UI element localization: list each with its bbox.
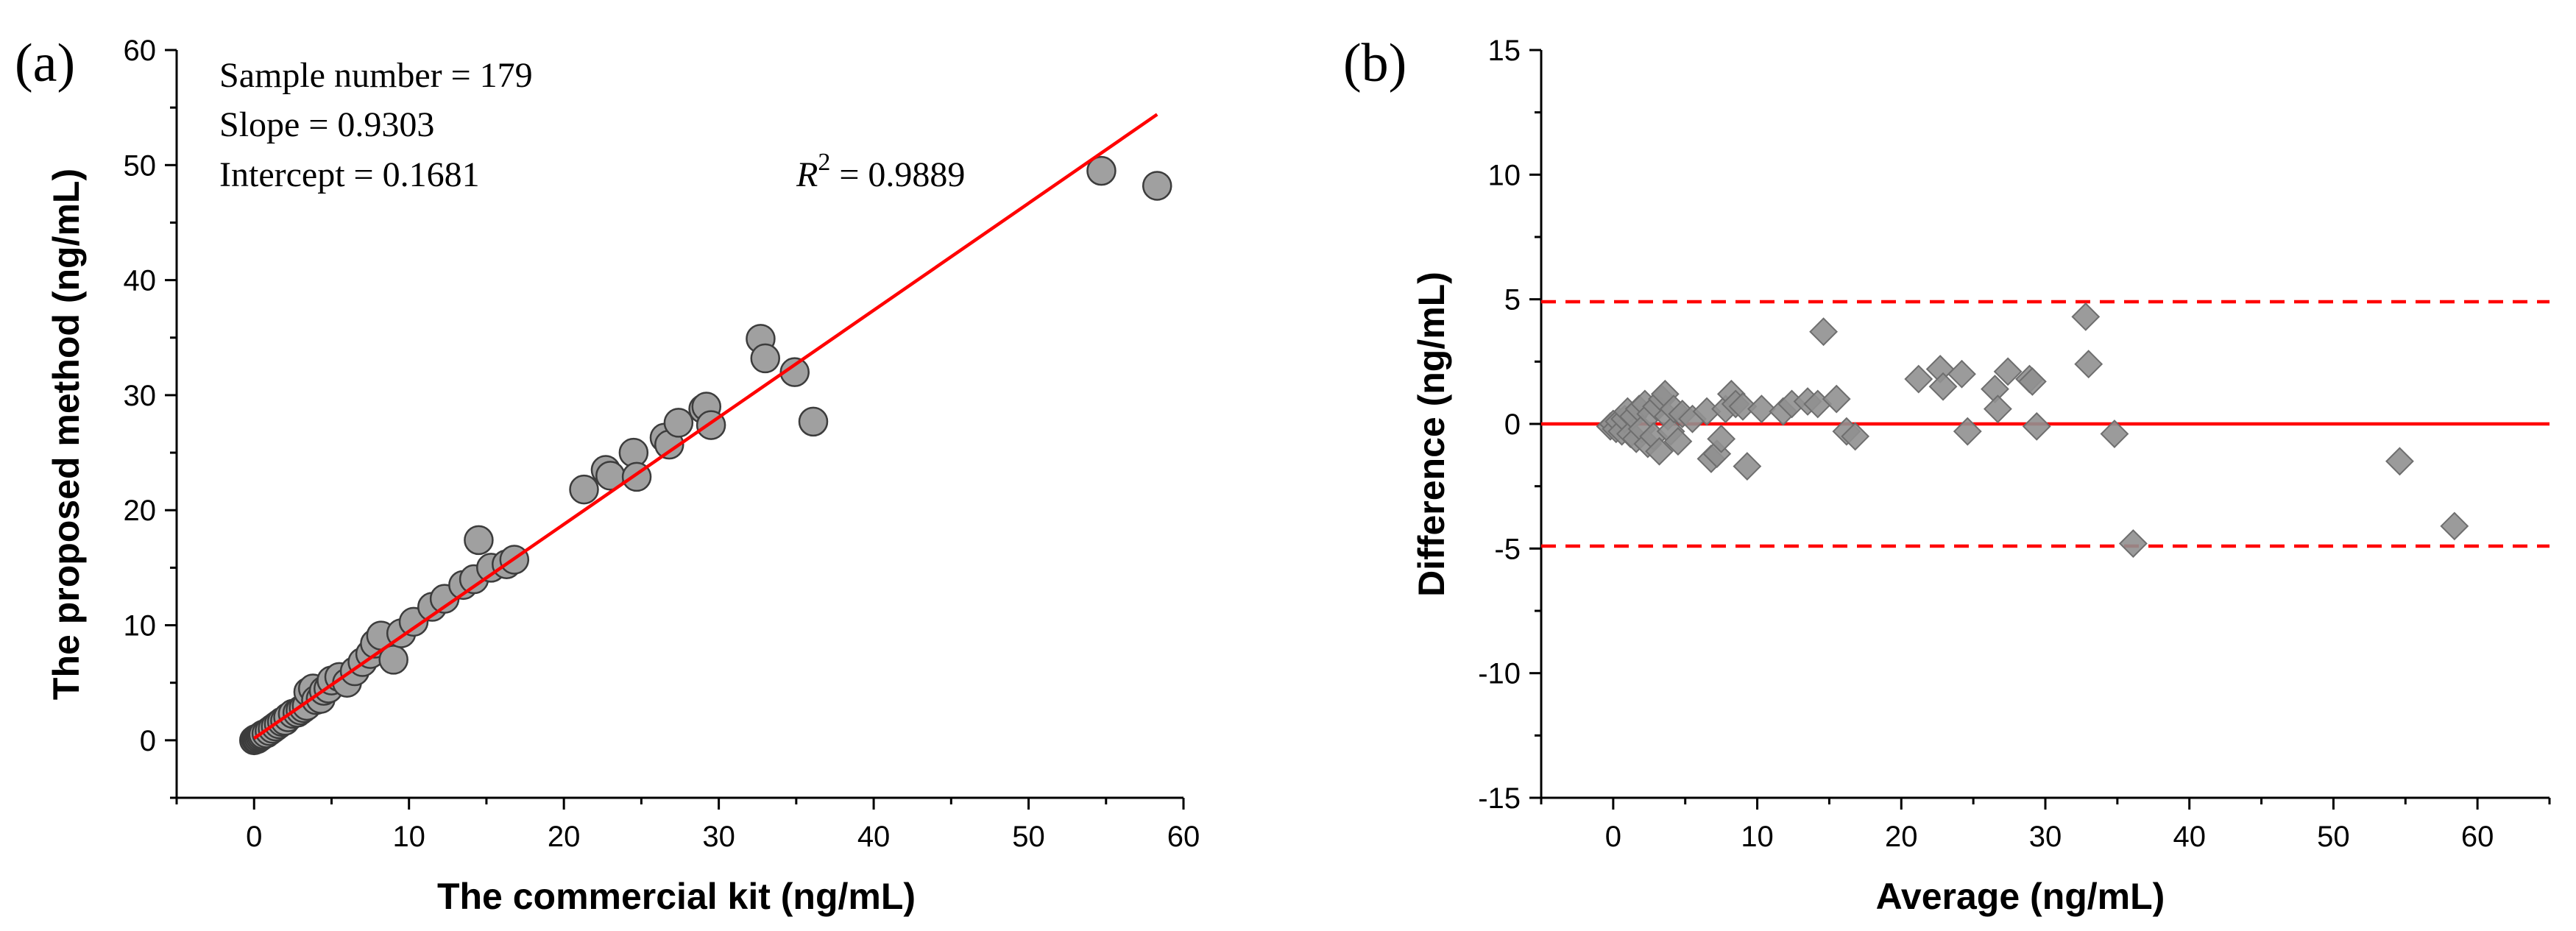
- panel-a-y-tick-label: 40: [124, 265, 157, 297]
- panel-a-y-tick-label: 30: [124, 380, 157, 412]
- data-point: [464, 525, 494, 556]
- data-point: [1086, 155, 1117, 186]
- data-point: [1733, 452, 1762, 481]
- panel-b-y-tick-label: 15: [1488, 35, 1521, 67]
- data-point: [1904, 364, 1933, 394]
- data-point: [1728, 392, 1758, 421]
- data-point: [1953, 417, 1982, 446]
- panel-b-x-tick-label: 0: [1605, 821, 1621, 853]
- panel-a-y-tick-label: 50: [124, 149, 157, 182]
- panel-b-y-tick-label: 5: [1504, 284, 1521, 316]
- panel-b-x-tick-label: 10: [1741, 821, 1774, 853]
- panel-a-y-tick-label: 60: [124, 35, 157, 67]
- data-point: [2385, 447, 2414, 476]
- data-point: [1841, 422, 1870, 451]
- panel-a-axes: 0 10 20 30 40 50 60 0 10 20 30 40 50 60: [124, 35, 1200, 853]
- panel-a-x-tick-label: 40: [857, 821, 891, 853]
- panel-a-x-tick-label: 0: [246, 821, 262, 853]
- data-point: [1822, 384, 1851, 414]
- slope-annotation: Slope = 0.9303: [219, 105, 434, 144]
- data-point: [1747, 394, 1776, 424]
- panel-b-y-tick-label: 0: [1504, 408, 1521, 441]
- panel-a-x-axis-title: The commercial kit (ng/mL): [437, 876, 916, 917]
- panel-b-y-axis-title: Difference (ng/mL): [1411, 272, 1452, 597]
- panel-a-x-tick-label: 10: [392, 821, 425, 853]
- panel-b-x-tick-label: 60: [2461, 821, 2494, 853]
- panel-b: (b) 0 10 20 30 40 50 60 -15 -10 -5 0 5 10 15 Average …: [1343, 33, 2551, 917]
- data-point: [1142, 171, 1172, 201]
- panel-b-y-tick-label: -10: [1478, 658, 1521, 690]
- data-point: [2100, 420, 2129, 448]
- r-squared-symbol: R: [796, 155, 818, 194]
- data-point: [1809, 317, 1839, 347]
- panel-b-y-tick-label: 10: [1488, 159, 1521, 191]
- fit-line: [252, 113, 1158, 740]
- panel-a-y-tick-label: 10: [124, 610, 157, 643]
- data-point: [569, 474, 599, 505]
- panel-b-label: (b): [1343, 33, 1406, 93]
- data-point: [1663, 427, 1693, 456]
- panel-a-y-tick-label: 20: [124, 495, 157, 527]
- data-point: [2071, 302, 2101, 331]
- panel-b-points: [1596, 302, 2469, 558]
- data-point: [1707, 424, 1736, 453]
- data-point: [2440, 511, 2469, 541]
- data-point: [663, 408, 694, 438]
- r-squared-value: = 0.9889: [830, 155, 965, 194]
- data-point: [1993, 357, 2023, 386]
- r-squared-superscript: 2: [818, 149, 830, 176]
- panel-a-label: (a): [15, 33, 75, 93]
- panel-b-y-tick-label: -5: [1494, 533, 1521, 565]
- data-point: [798, 406, 829, 437]
- panel-a-fit-line-group: [252, 113, 1158, 740]
- panel-a-x-tick-label: 20: [548, 821, 581, 853]
- panel-a-y-axis-title: The proposed method (ng/mL): [46, 169, 87, 700]
- sample-number-annotation: Sample number = 179: [219, 56, 533, 95]
- panel-a-x-tick-label: 30: [702, 821, 735, 853]
- panel-b-y-tick-label: -15: [1478, 782, 1521, 815]
- panel-a-y-tick-label: 0: [140, 725, 156, 757]
- data-point: [2118, 529, 2148, 558]
- panel-b-x-tick-label: 50: [2317, 821, 2350, 853]
- r-squared-annotation: R2 = 0.9889: [796, 149, 965, 194]
- data-point: [1928, 372, 1958, 401]
- panel-a-x-tick-label: 60: [1167, 821, 1200, 853]
- data-point: [2017, 367, 2047, 396]
- data-point: [750, 343, 781, 374]
- panel-b-axes: 0 10 20 30 40 50 60 -15 -10 -5 0 5 10 15: [1478, 35, 2551, 853]
- panel-a-points: [238, 155, 1172, 756]
- data-point: [1947, 359, 1976, 389]
- data-point: [2074, 350, 2103, 379]
- data-point: [779, 357, 810, 387]
- panel-b-x-tick-label: 20: [1885, 821, 1918, 853]
- data-point: [1645, 436, 1674, 466]
- panel-b-x-tick-label: 40: [2173, 821, 2206, 853]
- panel-b-x-axis-title: Average (ng/mL): [1876, 876, 2165, 917]
- panel-a-x-tick-label: 50: [1012, 821, 1045, 853]
- panel-a: (a) 0 10 20 30 40 50 60 0 10 20 30 40 50 60 Sample nu…: [15, 33, 1200, 917]
- panel-b-x-tick-label: 30: [2029, 821, 2062, 853]
- intercept-annotation: Intercept = 0.1681: [219, 155, 480, 194]
- data-point: [2022, 411, 2051, 441]
- data-point: [1984, 394, 2012, 424]
